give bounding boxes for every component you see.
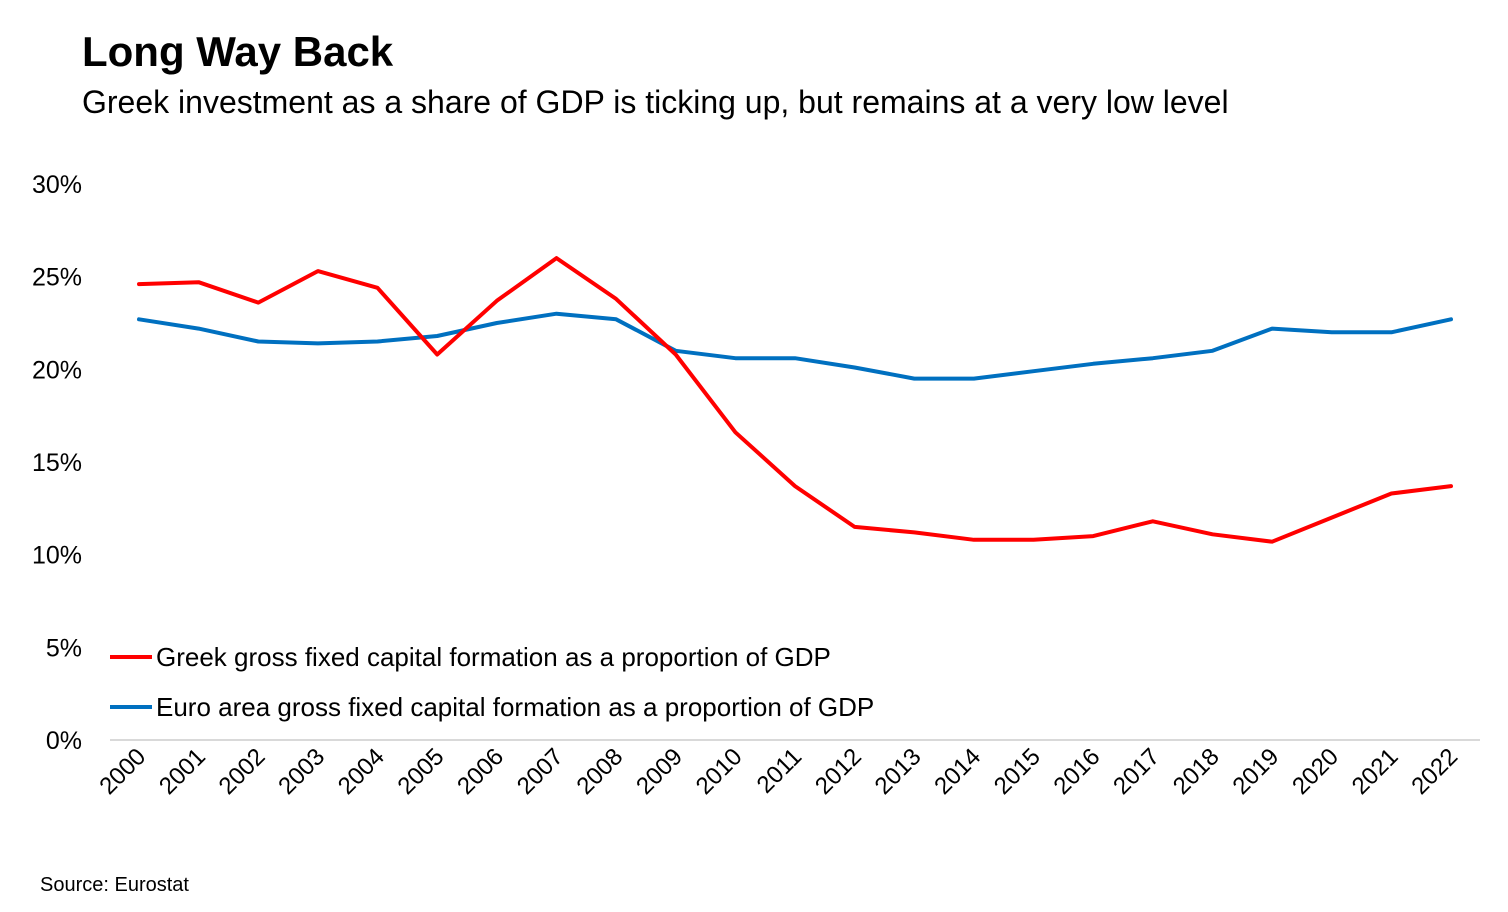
x-tick-label: 2016: [1049, 743, 1106, 800]
x-tick-label: 2010: [691, 743, 748, 800]
x-tick-label: 2009: [631, 743, 688, 800]
x-tick-label: 2017: [1108, 743, 1165, 800]
x-tick-label: 2004: [333, 743, 390, 800]
legend-label: Greek gross fixed capital formation as a…: [156, 642, 831, 672]
x-tick-label: 2018: [1168, 743, 1225, 800]
x-tick-label: 2021: [1347, 743, 1404, 800]
x-tick-label: 2015: [989, 743, 1046, 800]
y-tick-label: 25%: [32, 264, 82, 292]
x-tick-label: 2002: [214, 743, 271, 800]
x-tick-label: 2019: [1227, 743, 1284, 800]
chart-title: Long Way Back: [82, 28, 394, 75]
y-tick-label: 10%: [32, 542, 82, 570]
x-tick-label: 2022: [1406, 743, 1463, 800]
x-tick-label: 2003: [273, 743, 330, 800]
x-tick-label: 2011: [752, 743, 808, 799]
x-tick-label: 2012: [810, 743, 867, 800]
y-tick-label: 0%: [46, 727, 82, 755]
y-tick-label: 5%: [46, 634, 82, 662]
y-tick-label: 15%: [32, 449, 82, 477]
x-tick-label: 2020: [1287, 743, 1344, 800]
series-lines: [137, 256, 1453, 544]
x-tick-label: 2005: [393, 743, 450, 800]
y-tick-label: 30%: [32, 171, 82, 199]
greek-series-line: [137, 256, 1453, 544]
chart-subtitle: Greek investment as a share of GDP is ti…: [82, 84, 1229, 120]
legend-label: Euro area gross fixed capital formation …: [156, 692, 874, 722]
x-tick-label: 2000: [94, 743, 151, 800]
x-tick-label: 2008: [571, 743, 628, 800]
x-axis-labels: 2000 2001 2002 2003 2004 2005 2006 2007 2008 2009…: [94, 743, 1463, 800]
source-note: Source: Eurostat: [40, 874, 189, 896]
euro-area-series-line: [137, 311, 1453, 381]
line-chart: 0% 5% 10% 15% 20% 25% 30% 2000 2001 2002 2003 2004…: [32, 171, 1480, 800]
x-tick-label: 2007: [512, 743, 569, 800]
x-tick-label: 2013: [870, 743, 927, 800]
x-tick-label: 2014: [929, 743, 986, 800]
y-axis-labels: 0% 5% 10% 15% 20% 25% 30%: [32, 171, 82, 755]
y-tick-label: 20%: [32, 356, 82, 384]
x-tick-label: 2006: [452, 743, 509, 800]
x-tick-label: 2001: [154, 743, 211, 800]
legend: Greek gross fixed capital formation as a…: [110, 642, 874, 722]
